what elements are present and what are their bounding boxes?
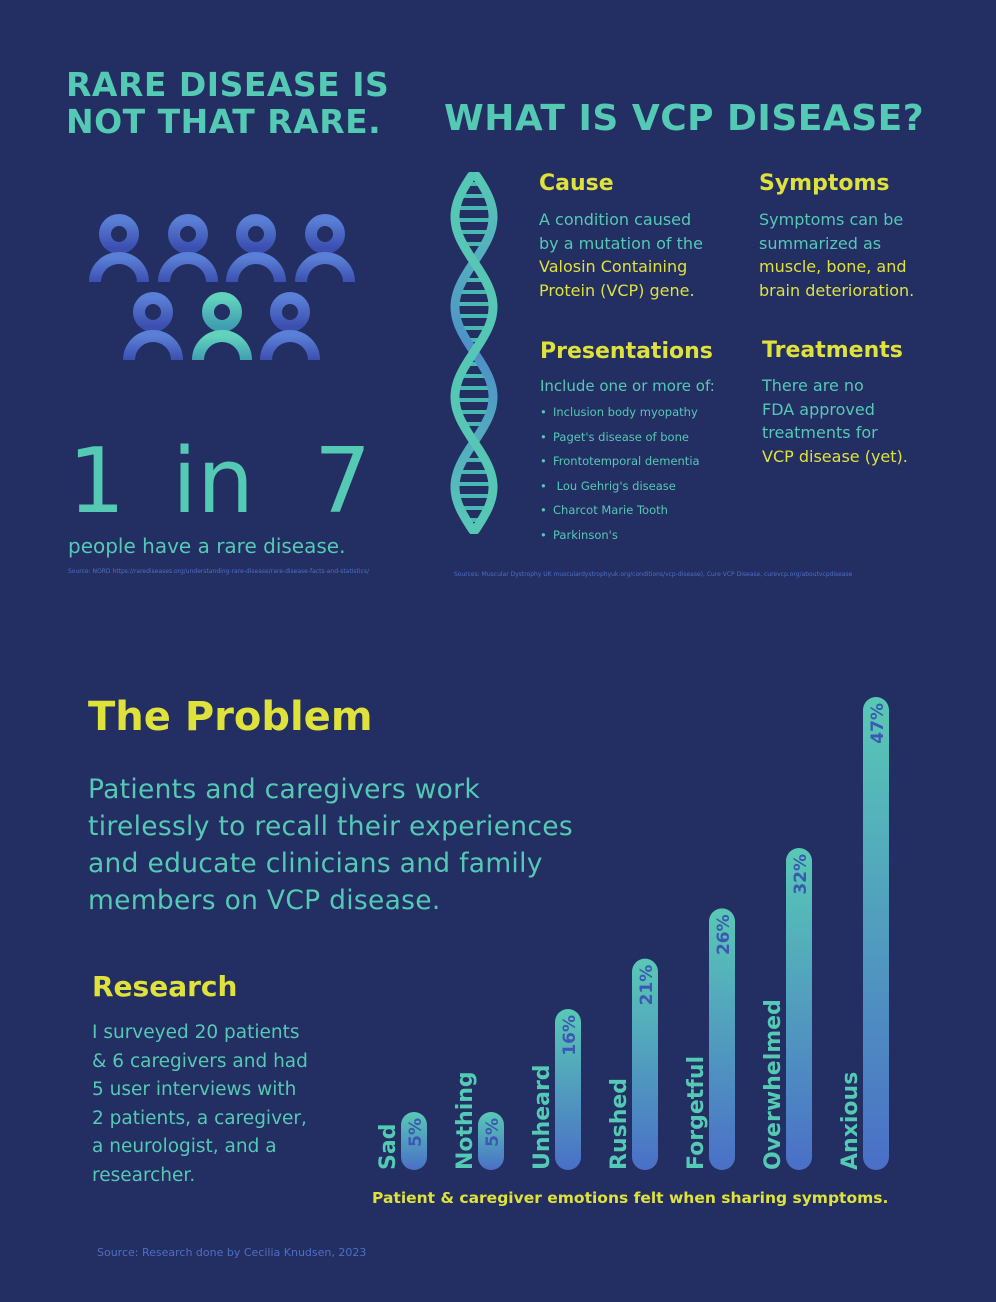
bar-category-label: Rushed [607,1078,632,1170]
symptoms-title: Symptoms [759,171,890,196]
bar-category-label: Anxious [838,1072,863,1170]
person-icon [266,298,314,360]
stat-label: people have a rare disease. [68,534,346,558]
bar-overwhelmed [786,847,812,1170]
person-icon [164,220,212,282]
list-item: Paget's disease of bone [540,429,700,454]
bar-value-label: 5% [406,1118,426,1147]
problem-text: Patients and caregivers work tirelessly … [88,774,573,916]
list-item: Parkinson's [540,527,700,552]
bar-forgetful [709,908,735,1170]
person-icon [95,220,143,282]
bar-value-label: 47% [868,703,888,744]
bar-category-label: Overwhelmed [761,999,786,1170]
cause-text: A condition caused by a mutation of the … [539,210,703,300]
bar-value-label: 32% [791,854,811,895]
research-source: Source: Research done by Cecilia Knudsen… [97,1246,367,1259]
person-icon [129,298,177,360]
bar-value-label: 5% [483,1118,503,1147]
stat-seven: 7 [314,429,372,534]
bar-value-label: 16% [560,1015,580,1056]
vcp-source: Sources: Muscular Dystrophy UK musculard… [454,571,853,578]
dna-strand [450,172,498,534]
person-icon [301,220,349,282]
list-item: Frontotemporal dementia [540,453,700,478]
symptoms-text: Symptoms can be summarized as muscle, bo… [759,210,915,300]
presentations-intro: Include one or more of: [540,377,715,395]
list-item: Charcot Marie Tooth [540,502,700,527]
nord-source: Source: NORD https://rarediseases.org/un… [68,568,369,575]
research-title: Research [92,970,238,1003]
bar-category-label: Forgetful [684,1056,709,1170]
person-icon-highlighted [198,298,246,360]
emotions-bar-chart: 5%Sad 5%Nothing16%Unheard21%Rushed26%Forg… [376,697,889,1170]
problem-title: The Problem [88,694,373,740]
bar-value-label: 21% [637,965,657,1006]
bar-unheard [555,1008,581,1170]
bar-sad [401,1112,427,1170]
stat-in: in [172,429,255,534]
bar-category-label: Sad [376,1124,401,1170]
rare-stat: 1 in 7 [66,432,386,532]
dna-helix-icon [450,172,498,534]
stat-one: 1 [68,429,126,534]
cause-title: Cause [539,171,614,196]
bar-value-label: 26% [714,914,734,955]
list-item: Lou Gehrig's disease [540,478,700,503]
treatments-title: Treatments [762,338,903,363]
list-item: Inclusion body myopathy [540,404,700,429]
bar-nothing [478,1112,504,1170]
research-text: I surveyed 20 patients & 6 caregivers an… [92,1022,308,1186]
presentations-list: Inclusion body myopathy Paget's disease … [540,404,700,551]
vcp-headline: WHAT IS VCP DISEASE? [444,98,925,139]
bar-category-label: Nothing [453,1071,478,1170]
treatments-text: There are no FDA approved treatments for… [762,376,908,466]
presentations-title: Presentations [540,339,713,364]
bar-rushed [632,958,658,1170]
people-icons [84,208,364,378]
chart-caption: Patient & caregiver emotions felt when s… [372,1189,889,1207]
bar-anxious [863,697,889,1170]
bar-category-label: Unheard [530,1064,555,1170]
person-icon [232,220,280,282]
rare-disease-headline: RARE DISEASE IS NOT THAT RARE. [66,65,390,141]
